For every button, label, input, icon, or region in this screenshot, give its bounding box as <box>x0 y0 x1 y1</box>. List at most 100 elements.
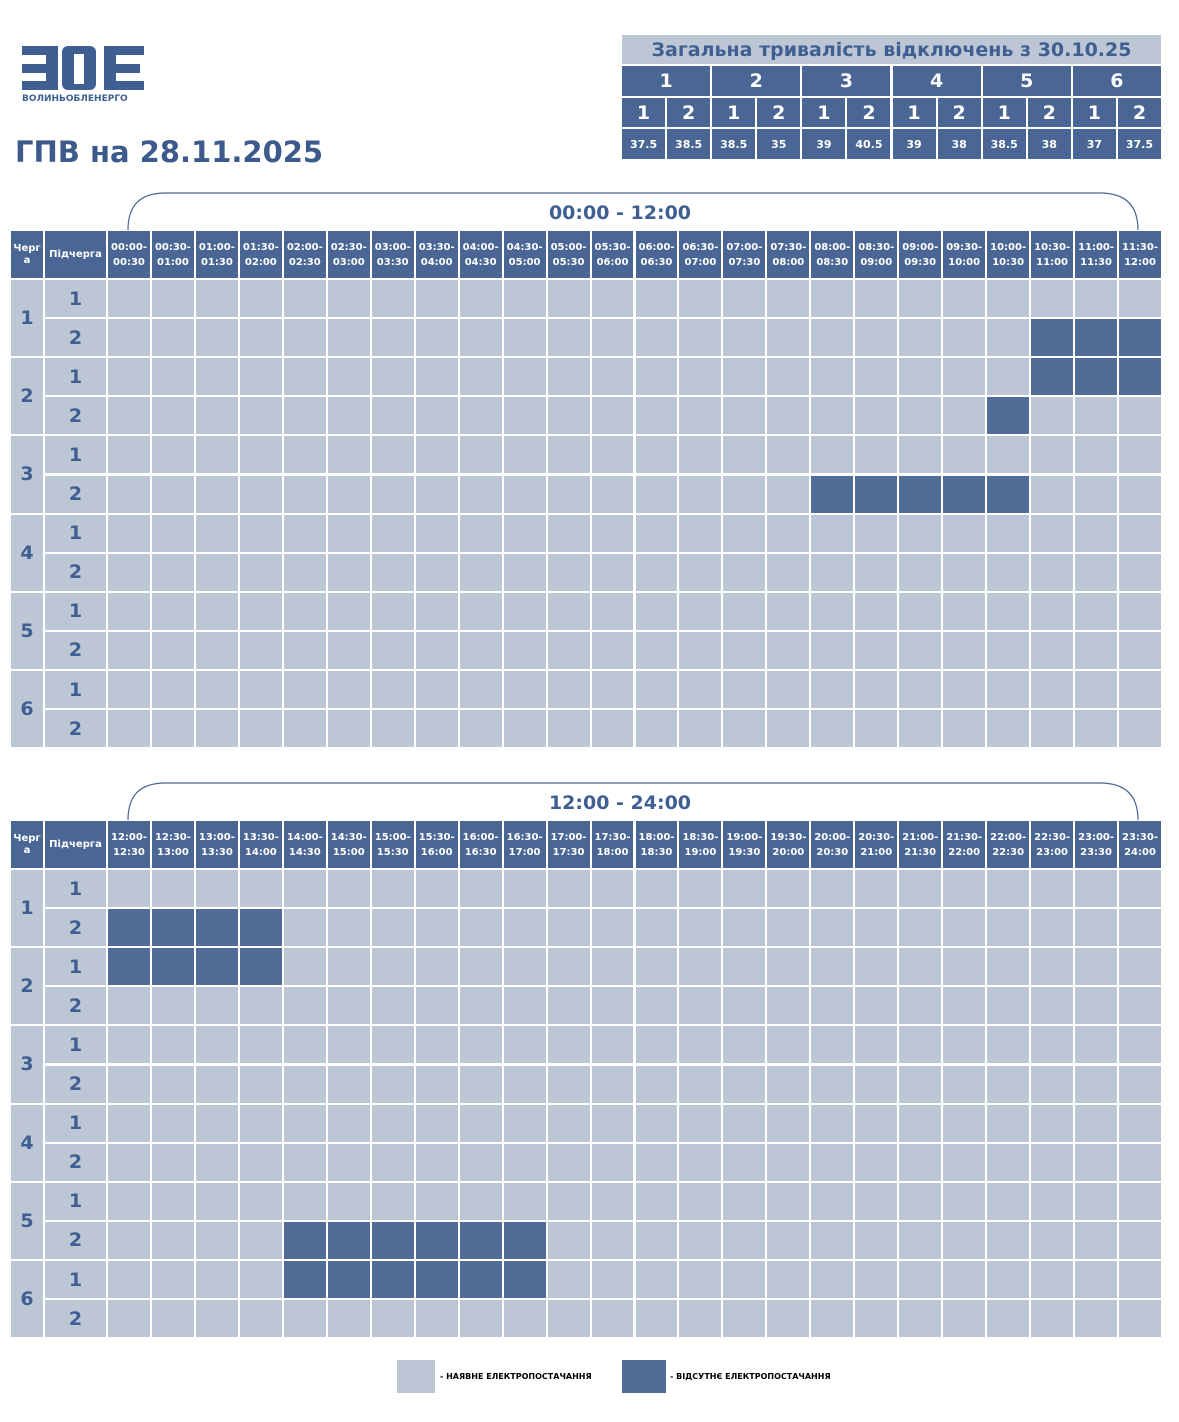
slot-on <box>898 1025 943 1065</box>
slot-on <box>766 709 811 749</box>
slot-on <box>458 435 503 475</box>
subqueue-label: 2 <box>44 630 107 670</box>
slot-on <box>810 986 855 1026</box>
slot-on <box>150 435 195 475</box>
summary-subgroup: 1 <box>621 97 667 128</box>
slot-on <box>942 318 987 358</box>
slot-on <box>546 591 591 631</box>
slot-on <box>458 552 503 592</box>
slot-header: 04:00-04:30 <box>458 230 503 279</box>
slot-on <box>414 947 459 987</box>
slot-on <box>678 947 723 987</box>
slot-on <box>942 1064 987 1104</box>
slot-on <box>1030 1103 1075 1143</box>
slot-off <box>458 1260 503 1300</box>
slot-on <box>370 591 415 631</box>
slot-on <box>458 1025 503 1065</box>
subqueue-label: 1 <box>44 435 107 475</box>
slot-on <box>194 318 239 358</box>
slot-on <box>942 1103 987 1143</box>
slot-on <box>194 1299 239 1339</box>
slot-on <box>282 279 327 319</box>
slot-on <box>458 279 503 319</box>
slot-on <box>458 947 503 987</box>
slot-on <box>722 552 767 592</box>
slot-on <box>678 908 723 948</box>
slot-on <box>282 1025 327 1065</box>
slot-on <box>326 357 371 397</box>
slot-on <box>238 869 283 909</box>
slot-on <box>150 869 195 909</box>
slot-on <box>194 1181 239 1221</box>
slot-on <box>898 709 943 749</box>
slot-on <box>810 357 855 397</box>
slot-header: 22:30-23:00 <box>1030 820 1075 869</box>
subqueue-label: 2 <box>44 1142 107 1182</box>
range-bracket <box>127 782 1139 821</box>
slot-on <box>282 435 327 475</box>
slot-on <box>282 947 327 987</box>
slot-on <box>986 709 1031 749</box>
slot-on <box>1118 947 1162 987</box>
slot-on <box>107 474 151 514</box>
slot-on <box>326 279 371 319</box>
slot-on <box>678 552 723 592</box>
slot-on <box>678 869 723 909</box>
subqueue-label: 1 <box>44 279 107 319</box>
slot-off <box>326 1220 371 1260</box>
slot-on <box>898 1220 943 1260</box>
slot-on <box>150 1220 195 1260</box>
logo-text: ВОЛИНЬОБЛЕНЕРГО <box>22 94 128 104</box>
slot-on <box>458 1142 503 1182</box>
slot-on <box>986 318 1031 358</box>
slot-on <box>590 869 635 909</box>
subqueue-label: 1 <box>44 1103 107 1143</box>
summary-group: 1 <box>621 65 712 97</box>
subqueue-label: 2 <box>44 396 107 436</box>
summary-group: 3 <box>801 65 892 97</box>
slot-on <box>810 1299 855 1339</box>
slot-on <box>1030 1299 1075 1339</box>
slot-on <box>810 552 855 592</box>
slot-on <box>898 1103 943 1143</box>
slot-on <box>854 435 899 475</box>
subqueue-label: 1 <box>44 591 107 631</box>
range-label: 12:00 - 24:00 <box>548 792 692 814</box>
slot-on <box>766 591 811 631</box>
slot-on <box>722 709 767 749</box>
slot-header: 04:30-05:00 <box>502 230 547 279</box>
slot-on <box>986 630 1031 670</box>
slot-on <box>282 869 327 909</box>
summary-subgroup: 2 <box>666 97 712 128</box>
slot-on <box>722 630 767 670</box>
slot-header: 12:00-12:30 <box>107 820 151 869</box>
slot-on <box>766 986 811 1026</box>
slot-on <box>546 396 591 436</box>
slot-on <box>282 513 327 553</box>
slot-on <box>107 279 151 319</box>
slot-on <box>458 591 503 631</box>
slot-header: 17:30-18:00 <box>590 820 635 869</box>
summary-subgroup: 1 <box>891 97 937 128</box>
slot-on <box>502 630 547 670</box>
slot-on <box>1118 1181 1162 1221</box>
slot-on <box>150 396 195 436</box>
slot-on <box>986 552 1031 592</box>
slot-on <box>150 318 195 358</box>
slot-on <box>678 1025 723 1065</box>
slot-on <box>722 474 767 514</box>
slot-on <box>854 1220 899 1260</box>
slot-on <box>590 357 635 397</box>
slot-on <box>370 552 415 592</box>
slot-off <box>854 474 899 514</box>
slot-on <box>282 1299 327 1339</box>
slot-on <box>1118 1103 1162 1143</box>
slot-off <box>1118 318 1162 358</box>
slot-on <box>414 1025 459 1065</box>
slot-on <box>150 1064 195 1104</box>
slot-on <box>766 630 811 670</box>
queue-label: 3 <box>10 435 44 514</box>
slot-on <box>414 318 459 358</box>
slot-on <box>722 1299 767 1339</box>
slot-on <box>1030 908 1075 948</box>
